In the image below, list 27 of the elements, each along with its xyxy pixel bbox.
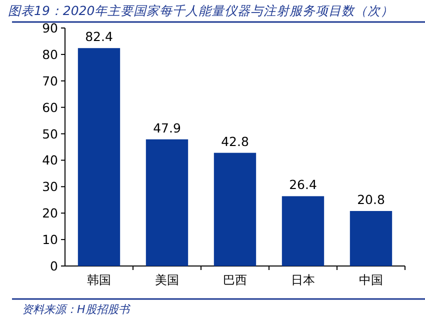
y-tick-label: 0 xyxy=(50,258,58,274)
bar xyxy=(78,48,120,266)
bar xyxy=(350,210,392,266)
x-tick-label: 巴西 xyxy=(223,273,247,287)
x-tick-label: 日本 xyxy=(291,273,315,287)
data-label: 26.4 xyxy=(289,177,317,192)
y-tick-label: 60 xyxy=(42,100,58,115)
y-tick-label: 30 xyxy=(42,179,58,194)
x-tick-label: 中国 xyxy=(359,273,383,287)
x-tick-label: 美国 xyxy=(155,273,179,287)
text: 资料来源：H股招股书 xyxy=(22,303,132,316)
data-label: 82.4 xyxy=(85,29,113,44)
y-tick-label: 20 xyxy=(42,206,58,221)
bar xyxy=(146,139,188,266)
title: 图表19：2020年主要国家每千人能量仪器与注射服务项目数（次） xyxy=(8,3,394,18)
data-label: 47.9 xyxy=(153,120,181,136)
data-label: 20.8 xyxy=(357,192,385,207)
y-tick-label: 70 xyxy=(42,73,58,88)
y-tick-label: 50 xyxy=(42,126,58,142)
y-tick-label: 80 xyxy=(42,46,58,62)
y-tick-label: 10 xyxy=(42,232,58,248)
y-tick-label: 40 xyxy=(42,152,58,168)
x-tick-label: 韩国 xyxy=(87,273,111,287)
bar xyxy=(214,152,256,266)
data-label: 42.8 xyxy=(221,134,249,149)
bar xyxy=(282,196,324,266)
y-tick-label: 90 xyxy=(42,20,58,36)
